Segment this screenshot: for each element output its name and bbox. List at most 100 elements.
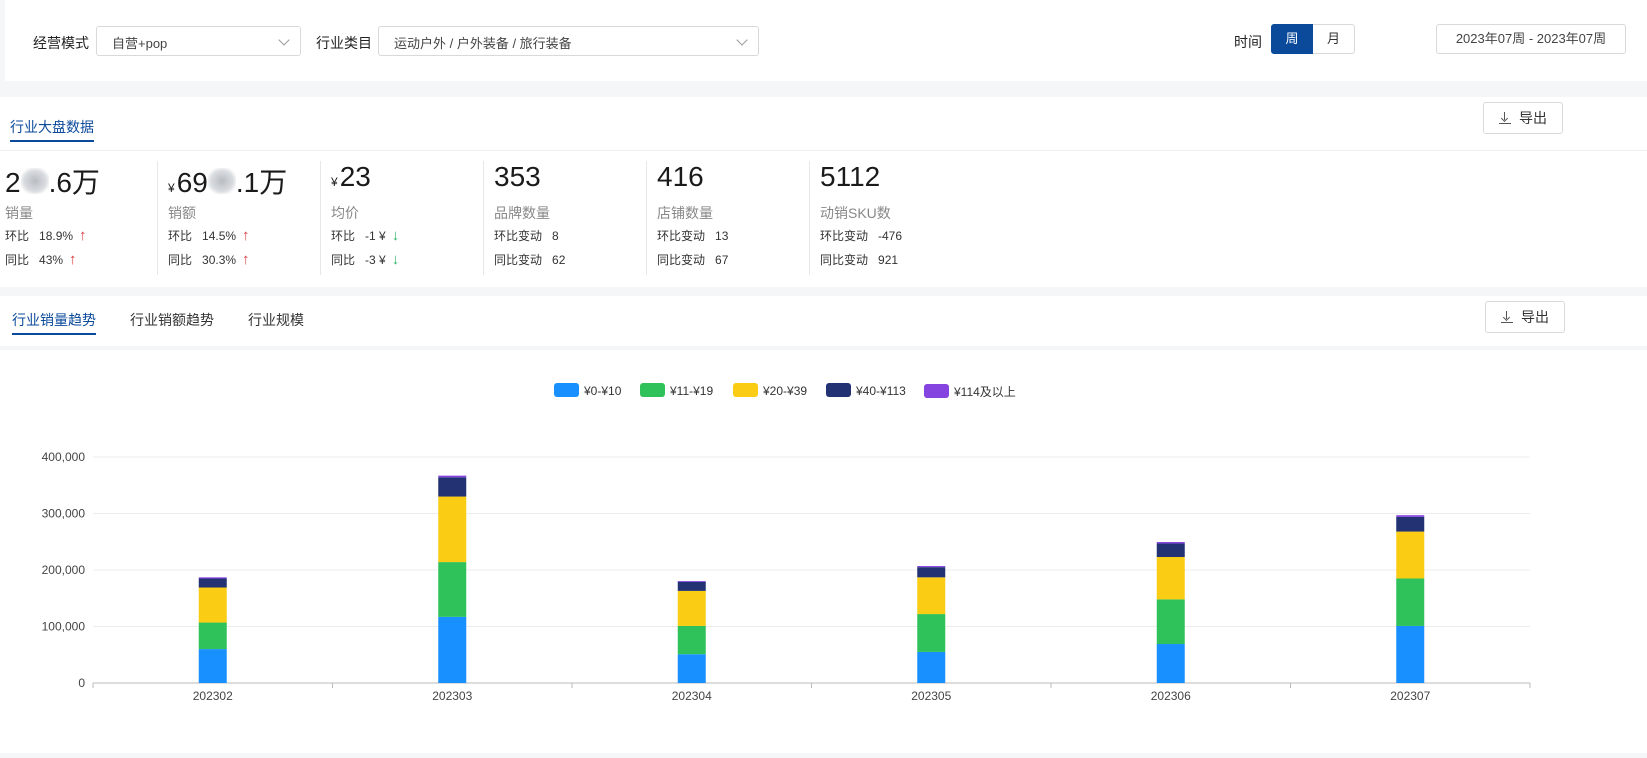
bar-segment: [438, 477, 467, 497]
bar-segment: [677, 581, 706, 591]
bar-segment: [677, 581, 706, 582]
tab-industry-scale[interactable]: 行业规模: [248, 312, 304, 328]
mode-label: 经营模式: [33, 35, 89, 51]
x-tick-label: 202307: [1390, 689, 1430, 703]
metric-name: 销量: [5, 205, 33, 221]
legend-label: ¥20-¥39: [763, 384, 808, 398]
bar-segment: [198, 622, 227, 650]
bar-segment: [1156, 557, 1185, 600]
metric-mom-row: 环比 14.5% ↑: [168, 227, 250, 244]
metric-card: ¥69.1万销额环比 14.5% ↑ 同比 30.3% ↑: [168, 161, 321, 281]
metric-card: 416 店铺数量环比变动 13 同比变动 67: [657, 161, 810, 281]
divider: [157, 161, 158, 275]
metric-mom-row: 环比 18.9% ↑: [5, 227, 87, 244]
legend-item[interactable]: ¥114及以上: [924, 383, 1016, 400]
metric-value: ¥23: [331, 161, 371, 192]
metric-mom-row: 环比变动 13: [657, 229, 729, 243]
metric-card: 5112 动销SKU数 环比变动 -476 同比变动 921: [820, 161, 973, 281]
legend-item[interactable]: ¥0-¥10: [554, 383, 621, 398]
currency-symbol: ¥: [168, 181, 175, 195]
bar-segment: [1396, 625, 1425, 683]
category-select[interactable]: 运动户外 / 户外装备 / 旅行装备: [378, 26, 759, 56]
legend-swatch: [554, 383, 579, 397]
legend-item[interactable]: ¥11-¥19: [640, 383, 713, 398]
legend-item[interactable]: ¥20-¥39: [733, 383, 807, 398]
metric-value: 416: [657, 161, 704, 192]
arrow-up-icon: ↑: [69, 251, 77, 268]
bar-segment: [198, 578, 227, 588]
arrow-down-icon: ↓: [391, 251, 400, 268]
chart-panel: ¥0-¥10 ¥11-¥19 ¥20-¥39 ¥40-¥113 ¥114及以上 0 100…: [0, 350, 1647, 753]
y-tick-label: 300,000: [42, 507, 86, 521]
metric-name: 动销SKU数: [820, 205, 891, 221]
bar-segment: [1156, 543, 1185, 558]
metric-card: ¥23 均价 环比 -1 ¥ ↓ 同比 -3 ¥ ↓: [331, 161, 484, 281]
divider: [320, 161, 321, 275]
x-tick-label: 202303: [432, 689, 472, 703]
y-tick-label: 0: [78, 676, 85, 690]
bar-segment: [917, 614, 946, 652]
industry-overview-panel: 行业大盘数据 导出 2.6万 销量 环比 18.9% ↑ 同比 43% ↑ ¥69.1万 销额 环比…: [0, 97, 1647, 287]
y-tick-label: 100,000: [42, 620, 86, 634]
legend-swatch: [826, 383, 851, 397]
x-tick-label: 202305: [911, 689, 951, 703]
tab-sales-volume-trend[interactable]: 行业销量趋势: [12, 310, 96, 335]
date-range-picker[interactable]: 2023年07周 - 2023年07周: [1436, 24, 1626, 54]
trend-tabs-panel: 行业销量趋势 行业销额趋势 行业规模 导出: [0, 296, 1647, 346]
metric-name: 均价: [331, 205, 359, 221]
currency-symbol: ¥: [331, 175, 338, 189]
category-label: 行业类目: [316, 35, 372, 51]
bar-segment: [438, 562, 467, 617]
metric-card: 353 品牌数量 环比变动 8 同比变动 62: [494, 161, 647, 281]
period-week-button[interactable]: 周: [1271, 24, 1313, 54]
bar-segment: [677, 590, 706, 626]
legend-swatch: [640, 383, 665, 397]
overview-export-button[interactable]: 导出: [1483, 102, 1563, 134]
download-icon: [1499, 112, 1511, 124]
arrow-up-icon: ↑: [242, 251, 250, 268]
metric-value: 353: [494, 161, 541, 192]
bar-segment: [198, 649, 227, 683]
bar-segment: [1396, 516, 1425, 532]
tab-sales-amount-trend[interactable]: 行业销额趋势: [130, 312, 214, 328]
masked-value: [207, 168, 236, 194]
bar-segment: [917, 566, 946, 568]
chevron-down-icon: [736, 34, 748, 46]
metric-value: 2.6万: [5, 167, 100, 198]
x-tick-label: 202302: [193, 689, 233, 703]
divider: [646, 161, 647, 275]
metric-yoy-row: 同比变动 62: [494, 253, 566, 267]
bar-segment: [917, 651, 946, 683]
metric-yoy-row: 同比 30.3% ↑: [168, 251, 250, 268]
bar-segment: [438, 496, 467, 563]
metric-name: 品牌数量: [494, 205, 550, 221]
metric-value: 5112: [820, 161, 881, 192]
filter-bar: 经营模式 自营+pop 行业类目 运动户外 / 户外装备 / 旅行装备 时间 周…: [5, 0, 1647, 81]
legend-label: ¥11-¥19: [670, 384, 714, 398]
metric-name: 销额: [168, 205, 196, 221]
metric-mom-row: 环比 -1 ¥ ↓: [331, 227, 400, 244]
x-tick-label: 202306: [1151, 689, 1191, 703]
chevron-down-icon: [278, 34, 290, 46]
metric-value: ¥69.1万: [168, 167, 288, 198]
arrow-up-icon: ↑: [79, 227, 87, 244]
bar-segment: [1396, 531, 1425, 579]
masked-value: [20, 168, 49, 194]
mode-select[interactable]: 自营+pop: [96, 26, 301, 56]
legend-item[interactable]: ¥40-¥113: [826, 383, 906, 398]
export-label: 导出: [1521, 309, 1549, 325]
legend-label: ¥114及以上: [954, 385, 1016, 399]
trend-export-button[interactable]: 导出: [1485, 301, 1565, 333]
metric-card: 2.6万 销量 环比 18.9% ↑ 同比 43% ↑: [5, 161, 158, 281]
divider: [809, 161, 810, 275]
arrow-down-icon: ↓: [391, 227, 400, 244]
divider: [483, 161, 484, 275]
metric-yoy-row: 同比变动 67: [657, 253, 729, 267]
period-month-button[interactable]: 月: [1313, 24, 1355, 54]
bar-segment: [677, 654, 706, 683]
metric-name: 店铺数量: [657, 205, 713, 221]
legend-swatch: [733, 383, 758, 397]
arrow-up-icon: ↑: [242, 227, 250, 244]
y-tick-label: 400,000: [42, 450, 86, 464]
bar-segment: [917, 577, 946, 615]
